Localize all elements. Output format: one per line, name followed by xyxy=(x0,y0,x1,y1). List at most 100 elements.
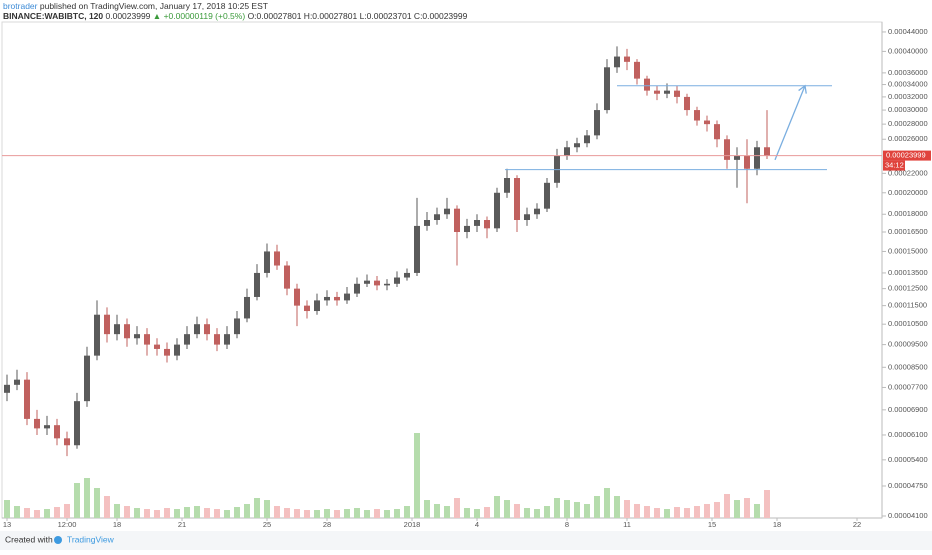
volume-bar xyxy=(134,508,140,518)
candle-body xyxy=(764,147,770,156)
candle-body xyxy=(534,208,540,215)
volume-bar xyxy=(174,509,180,518)
y-tick-label: 0.00013500 xyxy=(888,268,928,277)
x-tick-label: 28 xyxy=(323,520,331,529)
symbol-line: BINANCE:WABIBTC, 120 0.00023999 ▲ +0.000… xyxy=(3,11,468,21)
header-line: brotrader published on TradingView.com, … xyxy=(3,1,268,11)
candle-body xyxy=(254,272,260,297)
x-tick-label: 8 xyxy=(565,520,569,529)
volume-bar xyxy=(624,500,630,518)
volume-bar xyxy=(24,508,30,518)
candle-body xyxy=(4,384,10,393)
volume-bar xyxy=(634,504,640,518)
candle-body xyxy=(434,214,440,221)
candle-body xyxy=(84,355,90,402)
arrow-head xyxy=(798,84,807,94)
volume-bar xyxy=(84,478,90,518)
volume-bar xyxy=(524,508,530,518)
volume-bar xyxy=(554,498,560,518)
candle-body xyxy=(414,225,420,273)
candle-body xyxy=(654,90,660,94)
candle-body xyxy=(734,155,740,160)
candle-body xyxy=(304,305,310,312)
volume-bar xyxy=(274,506,280,518)
candle-body xyxy=(384,283,390,286)
volume-bar xyxy=(184,507,190,518)
last: 0.00023999 xyxy=(106,11,151,21)
candle-body xyxy=(54,425,60,439)
candle-body xyxy=(604,67,610,111)
candle-body xyxy=(24,379,30,419)
y-tick-label: 0.00004100 xyxy=(888,511,928,520)
volume-bar xyxy=(214,509,220,518)
volume-bar xyxy=(684,508,690,518)
volume-bar xyxy=(664,509,670,518)
y-tick-label: 0.00044000 xyxy=(888,27,928,36)
volume-bar xyxy=(504,500,510,518)
y-tick-label: 0.00026000 xyxy=(888,134,928,143)
volume-bar xyxy=(644,506,650,518)
candle-body xyxy=(504,178,510,193)
volume-bar xyxy=(544,506,550,518)
y-tick-label: 0.00030000 xyxy=(888,105,928,114)
candle-body xyxy=(234,318,240,335)
volume-bar xyxy=(724,494,730,518)
arrow-shaft xyxy=(774,85,806,161)
candle-body xyxy=(124,324,130,339)
y-tick-label: 0.00006100 xyxy=(888,430,928,439)
footer-bar xyxy=(0,531,932,550)
volume-bar xyxy=(374,509,380,518)
candle-body xyxy=(484,220,490,229)
volume-bar xyxy=(234,507,240,518)
volume-bar xyxy=(154,510,160,518)
candle-body xyxy=(544,182,550,209)
candle-body xyxy=(694,110,700,121)
volume-bar xyxy=(344,509,350,518)
y-tick-label: 0.00011500 xyxy=(888,301,927,310)
price-label: 0.00023999 xyxy=(886,151,926,160)
candle-body xyxy=(164,348,170,356)
volume-bar xyxy=(434,504,440,518)
candle-body xyxy=(624,56,630,62)
candle-body xyxy=(134,334,140,339)
candle-body xyxy=(574,143,580,148)
y-tick-label: 0.00012500 xyxy=(888,284,928,293)
price-label-box xyxy=(883,150,931,161)
x-tick-label: 11 xyxy=(623,520,631,529)
candle-body xyxy=(524,214,530,221)
volume-bar xyxy=(204,508,210,518)
y-tick-label: 0.00040000 xyxy=(888,46,928,55)
x-tick-label: 2018 xyxy=(404,520,421,529)
footer-brand[interactable]: TradingView xyxy=(67,534,115,544)
volume-bar xyxy=(144,509,150,518)
volume-bar xyxy=(744,498,750,518)
x-tick-label: 18 xyxy=(113,520,121,529)
candle-body xyxy=(294,288,300,306)
volume-bar xyxy=(764,490,770,518)
y-tick-label: 0.00006900 xyxy=(888,405,928,414)
volume-bar xyxy=(474,509,480,518)
candle-body xyxy=(744,155,750,169)
candle-body xyxy=(594,110,600,136)
volume-bar xyxy=(584,504,590,518)
volume-bar xyxy=(4,500,10,518)
candle-body xyxy=(244,296,250,319)
volume-bar xyxy=(424,500,430,518)
volume-bar xyxy=(464,508,470,518)
author[interactable]: brotrader xyxy=(3,1,38,11)
candle-body xyxy=(104,314,110,335)
candle-body xyxy=(194,324,200,335)
candle-body xyxy=(354,283,360,294)
volume-bar xyxy=(734,500,740,518)
candle-body xyxy=(114,324,120,335)
y-tick-label: 0.00010500 xyxy=(888,319,928,328)
candle-body xyxy=(34,418,40,429)
candle-body xyxy=(394,277,400,284)
candle-body xyxy=(64,438,70,446)
candle-body xyxy=(334,296,340,301)
y-tick-label: 0.00004750 xyxy=(888,481,928,490)
candle-body xyxy=(684,96,690,111)
volume-bar xyxy=(754,504,760,518)
candle-body xyxy=(144,334,150,345)
